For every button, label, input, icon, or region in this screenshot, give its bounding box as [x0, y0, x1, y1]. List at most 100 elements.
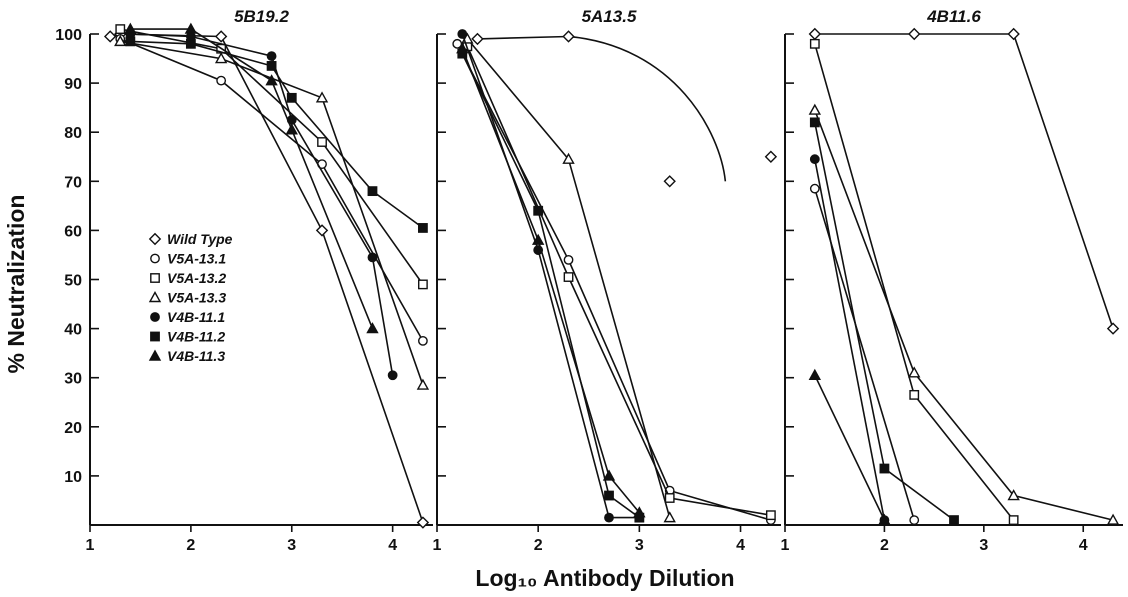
panel-title: 4B11.6 — [926, 7, 981, 26]
data-point-v4b-11-2 — [809, 117, 820, 128]
series-v4b-11-2 — [809, 117, 959, 525]
data-point-wild-type — [103, 30, 117, 43]
series-line-v5a-13-1 — [456, 43, 772, 521]
data-point-v4b-11-2 — [879, 463, 890, 474]
data-point-v4b-11-2 — [533, 205, 544, 216]
data-point-v5a-13-1 — [216, 75, 227, 86]
data-point-wild-type — [663, 175, 676, 188]
series-v5a-13-3 — [808, 103, 1120, 525]
chart-panels: 10 20 30 40 50 60 70 80 90 100 1 2 3 4 5B19.2 1 2 3 4 5A13.… — [55, 7, 1123, 554]
data-point-v5a-13-3 — [1007, 489, 1020, 501]
series-v4b-11-1 — [125, 29, 398, 381]
data-point-v5a-13-1 — [452, 38, 463, 49]
legend-item-v5a-13-1: V5A-13.1 — [150, 251, 226, 267]
series-line-v4b-11-1 — [130, 33, 394, 376]
series-line-v5a-13-2 — [120, 28, 424, 285]
legend-label: Wild Type — [167, 231, 233, 247]
data-point-v5a-13-3 — [214, 52, 228, 64]
legend-item-wild-type: Wild Type — [148, 231, 233, 247]
series-line-v5a-13-2 — [814, 43, 1015, 521]
data-point-v4b-11-2 — [949, 515, 959, 525]
data-point-v5a-13-3 — [416, 378, 430, 390]
series-v5a-13-1 — [452, 38, 776, 525]
series-v5a-13-3 — [114, 34, 430, 390]
data-point-v4b-11-3 — [184, 22, 198, 34]
data-point-v4b-11-1 — [266, 51, 277, 61]
y-tick-label: 90 — [64, 76, 82, 93]
series-line-v5a-13-3 — [814, 109, 1114, 521]
x-tick-label: 4 — [388, 537, 397, 554]
data-point-v5a-13-3 — [808, 103, 822, 115]
data-point-v4b-11-1 — [457, 29, 468, 39]
y-tick-label: 80 — [64, 125, 82, 142]
wild-type-arc — [568, 35, 727, 182]
data-point-v4b-11-3 — [531, 233, 545, 245]
x-tick-label: 1 — [433, 537, 442, 554]
x-tick-label: 1 — [86, 537, 95, 554]
legend-label: V4B-11.3 — [167, 348, 225, 364]
data-point-v5a-13-3 — [663, 511, 676, 523]
series-line-v4b-11-3 — [814, 374, 886, 521]
data-point-v5a-13-2 — [317, 137, 327, 147]
data-point-v5a-13-3 — [1106, 513, 1120, 525]
legend-item-v5a-13-3: V5A-13.3 — [148, 290, 226, 306]
series-line-v5a-13-1 — [119, 38, 424, 342]
data-point-v5a-13-2 — [418, 279, 428, 290]
legend-marker-v5a-13-3 — [148, 291, 162, 303]
legend-label: V5A-13.1 — [167, 251, 226, 267]
series-line-v4b-11-1 — [461, 33, 640, 519]
x-tick-label: 2 — [186, 537, 195, 554]
data-point-v4b-11-3 — [366, 322, 379, 334]
data-point-v4b-11-3 — [124, 22, 137, 34]
series-line-v4b-11-2 — [461, 53, 640, 519]
data-point-v4b-11-2 — [418, 223, 428, 233]
data-point-v5a-13-1 — [418, 335, 428, 346]
data-point-wild-type — [1106, 322, 1120, 335]
data-point-v5a-13-2 — [809, 38, 820, 49]
data-point-v4b-11-3 — [633, 506, 646, 518]
data-point-v4b-11-2 — [125, 36, 136, 47]
data-point-wild-type — [908, 27, 921, 41]
x-tick-label: 3 — [287, 537, 296, 554]
x-tick-label: 1 — [781, 537, 790, 554]
data-point-wild-type — [562, 30, 575, 43]
data-point-v5a-13-3 — [315, 91, 329, 103]
data-point-v5a-13-2 — [563, 272, 574, 282]
series-line-v4b-11-1 — [814, 159, 886, 521]
data-point-v5a-13-1 — [909, 515, 920, 525]
data-point-v5a-13-3 — [562, 152, 575, 164]
data-point-v4b-11-3 — [602, 469, 616, 481]
series-v5a-13-2 — [809, 38, 1019, 525]
data-point-v4b-11-3 — [265, 74, 278, 86]
legend-marker-v5a-13-1 — [150, 253, 160, 264]
legend-label: V5A-13.3 — [167, 290, 226, 306]
y-axis-title: % Neutralization — [3, 195, 29, 374]
series-wild-type — [808, 27, 1120, 335]
x-tick-label: 2 — [880, 537, 889, 554]
y-tick-label: 100 — [55, 27, 82, 44]
x-tick-label: 4 — [736, 537, 745, 554]
data-point-v5a-13-2 — [115, 24, 126, 34]
data-point-v4b-11-1 — [367, 252, 378, 263]
y-tick-label: 60 — [64, 223, 82, 240]
data-point-wild-type — [808, 27, 822, 41]
x-axis-title: Log₁₀ Antibody Dilution — [475, 565, 734, 591]
y-tick-label: 30 — [64, 371, 82, 388]
chart-panel-5a13-5: 1 2 3 4 5A13.5 — [433, 7, 781, 554]
legend-label: V4B-11.1 — [167, 309, 225, 325]
series-line-wild-type — [814, 33, 1114, 329]
legend-marker-v4b-11-3 — [148, 349, 162, 361]
data-point-v4b-11-3 — [878, 513, 891, 525]
data-point-v5a-13-3 — [114, 34, 127, 47]
x-tick-label: 4 — [1079, 537, 1088, 554]
series-v4b-11-3 — [124, 22, 379, 334]
legend-item-v5a-13-2: V5A-13.2 — [150, 270, 226, 286]
data-point-wild-type — [214, 30, 228, 43]
y-tick-label: 40 — [64, 322, 82, 339]
y-tick-label: 70 — [64, 174, 82, 191]
series-line-v4b-11-2 — [130, 40, 424, 229]
chart-panel-5b19-2: 10 20 30 40 50 60 70 80 90 100 1 2 3 4 5B19.2 — [55, 7, 433, 554]
data-point-wild-type — [764, 150, 778, 163]
data-point-v5a-13-2 — [909, 389, 920, 400]
data-point-v5a-13-2 — [664, 493, 675, 503]
